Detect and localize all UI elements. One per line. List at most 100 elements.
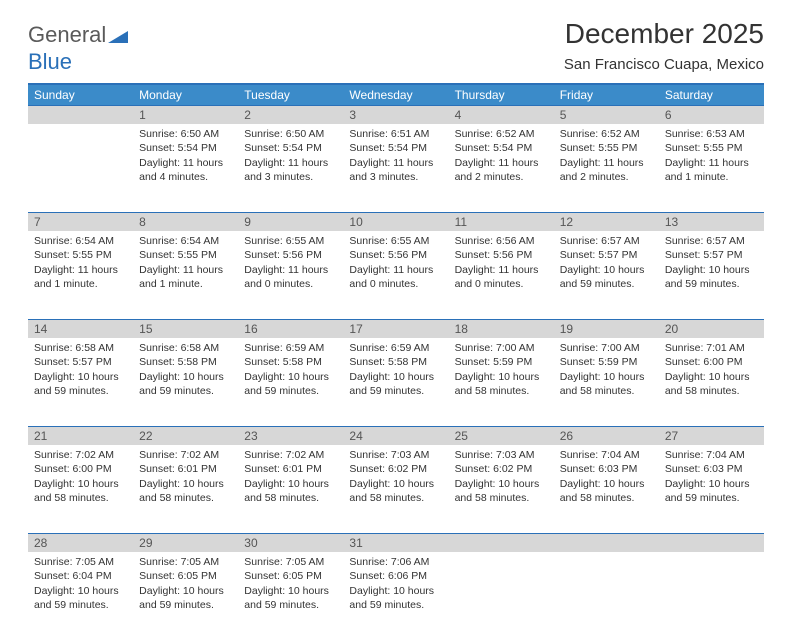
day-number-cell: 28 xyxy=(28,534,133,553)
day-detail-line: and 59 minutes. xyxy=(349,384,442,398)
day-content: Sunrise: 7:01 AMSunset: 6:00 PMDaylight:… xyxy=(659,338,764,404)
day-detail-line: Sunset: 5:55 PM xyxy=(139,248,232,262)
day-detail-line: Sunrise: 6:52 AM xyxy=(560,127,653,141)
day-content: Sunrise: 7:02 AMSunset: 6:01 PMDaylight:… xyxy=(133,445,238,511)
day-content: Sunrise: 6:53 AMSunset: 5:55 PMDaylight:… xyxy=(659,124,764,190)
day-detail-line: Sunset: 5:58 PM xyxy=(244,355,337,369)
day-number-cell: 7 xyxy=(28,213,133,232)
day-detail-line: Sunrise: 7:03 AM xyxy=(455,448,548,462)
day-detail-line: and 59 minutes. xyxy=(244,598,337,612)
day-number-cell: 1 xyxy=(133,106,238,125)
day-detail-line: Sunset: 6:03 PM xyxy=(665,462,758,476)
day-cell: Sunrise: 6:59 AMSunset: 5:58 PMDaylight:… xyxy=(238,338,343,427)
day-detail-line: Sunrise: 6:57 AM xyxy=(665,234,758,248)
calendar-page: General Blue December 2025 San Francisco… xyxy=(0,0,792,640)
day-detail-line: Sunrise: 6:50 AM xyxy=(139,127,232,141)
day-content: Sunrise: 6:59 AMSunset: 5:58 PMDaylight:… xyxy=(343,338,448,404)
weekday-header: Sunday xyxy=(28,84,133,106)
day-number: 9 xyxy=(238,213,343,231)
day-detail-line: Daylight: 11 hours xyxy=(244,156,337,170)
day-number-cell: 17 xyxy=(343,320,448,339)
day-detail-line: Daylight: 10 hours xyxy=(244,370,337,384)
day-content: Sunrise: 6:55 AMSunset: 5:56 PMDaylight:… xyxy=(343,231,448,297)
day-detail-line: and 59 minutes. xyxy=(349,598,442,612)
day-number-cell xyxy=(659,534,764,553)
day-number: 14 xyxy=(28,320,133,338)
day-detail-line: and 58 minutes. xyxy=(455,491,548,505)
day-detail-line: Daylight: 11 hours xyxy=(139,263,232,277)
day-detail-line: and 58 minutes. xyxy=(34,491,127,505)
day-content-row: Sunrise: 6:58 AMSunset: 5:57 PMDaylight:… xyxy=(28,338,764,427)
day-detail-line: Daylight: 10 hours xyxy=(349,584,442,598)
day-detail-line: and 58 minutes. xyxy=(244,491,337,505)
day-detail-line: Sunrise: 7:06 AM xyxy=(349,555,442,569)
day-cell: Sunrise: 7:00 AMSunset: 5:59 PMDaylight:… xyxy=(554,338,659,427)
day-detail-line: and 58 minutes. xyxy=(139,491,232,505)
day-content xyxy=(28,124,133,133)
day-detail-line: Sunrise: 6:58 AM xyxy=(139,341,232,355)
day-content: Sunrise: 7:02 AMSunset: 6:01 PMDaylight:… xyxy=(238,445,343,511)
day-cell: Sunrise: 6:55 AMSunset: 5:56 PMDaylight:… xyxy=(343,231,448,320)
day-cell: Sunrise: 7:04 AMSunset: 6:03 PMDaylight:… xyxy=(659,445,764,534)
day-detail-line: Sunset: 5:55 PM xyxy=(560,141,653,155)
day-content-row: Sunrise: 6:50 AMSunset: 5:54 PM Daylight:… xyxy=(28,124,764,213)
day-detail-line: and 0 minutes. xyxy=(455,277,548,291)
day-detail-line: Sunset: 5:54 PM xyxy=(139,141,232,155)
day-number: 3 xyxy=(343,106,448,124)
day-detail-line: Sunset: 5:56 PM xyxy=(244,248,337,262)
day-cell: Sunrise: 7:05 AMSunset: 6:05 PMDaylight:… xyxy=(238,552,343,640)
day-content: Sunrise: 6:57 AMSunset: 5:57 PMDaylight:… xyxy=(659,231,764,297)
day-detail-line: Daylight: 10 hours xyxy=(665,477,758,491)
day-cell: Sunrise: 6:53 AMSunset: 5:55 PMDaylight:… xyxy=(659,124,764,213)
day-cell xyxy=(554,552,659,640)
day-detail-line: Sunset: 6:00 PM xyxy=(665,355,758,369)
title-block: December 2025 San Francisco Cuapa, Mexic… xyxy=(564,18,764,75)
day-detail-line: and 58 minutes. xyxy=(349,491,442,505)
day-detail-line: Daylight: 10 hours xyxy=(139,584,232,598)
day-detail-line: Daylight: 10 hours xyxy=(455,477,548,491)
day-cell: Sunrise: 7:00 AMSunset: 5:59 PMDaylight:… xyxy=(449,338,554,427)
day-detail-line: Daylight: 11 hours xyxy=(34,263,127,277)
weekday-header: Friday xyxy=(554,84,659,106)
calendar-table: SundayMondayTuesdayWednesdayThursdayFrid… xyxy=(28,83,764,640)
day-detail-line: Sunrise: 6:55 AM xyxy=(244,234,337,248)
day-content: Sunrise: 6:50 AMSunset: 5:54 PMDaylight:… xyxy=(238,124,343,190)
day-detail-line: Sunrise: 6:54 AM xyxy=(139,234,232,248)
calendar-body: 123456Sunrise: 6:50 AMSunset: 5:54 PMDay… xyxy=(28,106,764,640)
day-detail-line: Daylight: 10 hours xyxy=(560,263,653,277)
day-detail-line: and 59 minutes. xyxy=(244,384,337,398)
day-detail-line: Sunset: 6:05 PM xyxy=(139,569,232,583)
day-detail-line: and 59 minutes. xyxy=(139,384,232,398)
day-cell: Sunrise: 6:58 AMSunset: 5:58 PMDaylight:… xyxy=(133,338,238,427)
day-detail-line: and 3 minutes. xyxy=(244,170,337,184)
day-detail-line: Sunrise: 7:05 AM xyxy=(34,555,127,569)
day-detail-line: Sunrise: 6:51 AM xyxy=(349,127,442,141)
day-number-cell: 2 xyxy=(238,106,343,125)
day-number-cell: 31 xyxy=(343,534,448,553)
day-detail-line: Sunrise: 7:02 AM xyxy=(34,448,127,462)
day-number: 21 xyxy=(28,427,133,445)
day-detail-line: Daylight: 10 hours xyxy=(34,370,127,384)
day-cell: Sunrise: 6:58 AMSunset: 5:57 PMDaylight:… xyxy=(28,338,133,427)
day-detail-line: Daylight: 11 hours xyxy=(455,263,548,277)
day-cell xyxy=(449,552,554,640)
day-detail-line: Daylight: 10 hours xyxy=(244,584,337,598)
day-detail-line: and 1 minute. xyxy=(34,277,127,291)
day-detail-line: Sunset: 5:59 PM xyxy=(455,355,548,369)
day-detail-line: Daylight: 10 hours xyxy=(665,370,758,384)
day-detail-line: Sunrise: 6:59 AM xyxy=(349,341,442,355)
day-detail-line: and 59 minutes. xyxy=(139,598,232,612)
day-cell: Sunrise: 7:06 AMSunset: 6:06 PMDaylight:… xyxy=(343,552,448,640)
day-content: Sunrise: 7:04 AMSunset: 6:03 PMDaylight:… xyxy=(659,445,764,511)
day-detail-line: Daylight: 11 hours xyxy=(244,263,337,277)
day-detail-line: and 1 minute. xyxy=(139,277,232,291)
day-content xyxy=(554,552,659,561)
day-detail-line: and 2 minutes. xyxy=(455,170,548,184)
day-number-cell: 6 xyxy=(659,106,764,125)
day-number: 16 xyxy=(238,320,343,338)
logo-text: General Blue xyxy=(28,22,128,75)
day-content: Sunrise: 7:00 AMSunset: 5:59 PMDaylight:… xyxy=(554,338,659,404)
day-detail-line: Sunrise: 6:53 AM xyxy=(665,127,758,141)
day-number: 28 xyxy=(28,534,133,552)
day-detail-line: Sunset: 6:01 PM xyxy=(139,462,232,476)
